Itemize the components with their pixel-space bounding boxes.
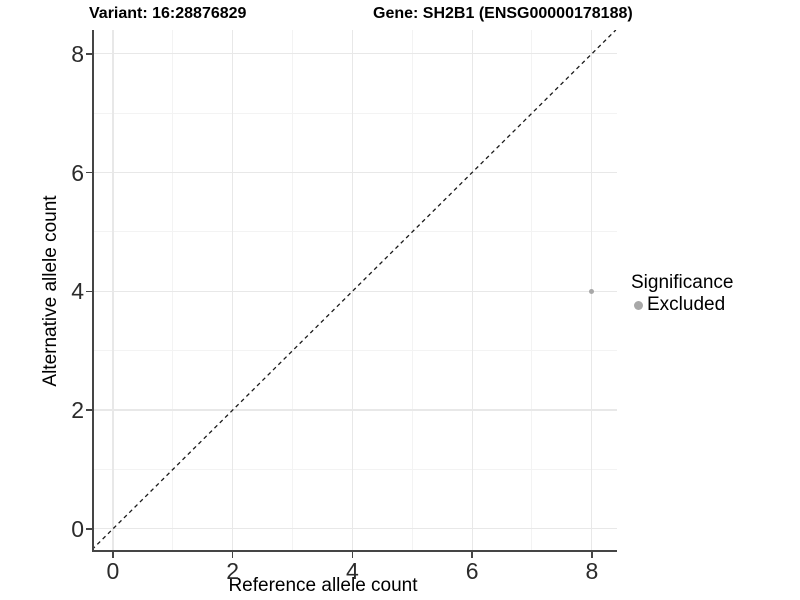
y-minor-gridline xyxy=(92,231,617,233)
y-tick-label: 6 xyxy=(71,159,84,186)
y-axis-tick xyxy=(86,409,92,411)
y-axis-tick xyxy=(86,53,92,55)
x-axis-tick xyxy=(231,552,234,558)
x-tick-label: 8 xyxy=(585,558,599,584)
y-tick-label: 2 xyxy=(71,397,84,424)
y-minor-gridline xyxy=(92,350,617,352)
legend-point-icon xyxy=(634,300,643,310)
y-minor-gridline xyxy=(92,468,617,470)
x-axis-title: Reference allele count xyxy=(228,575,418,596)
plot-title-gene: Gene: SH2B1 (ENSG00000178188) xyxy=(373,5,633,22)
y-major-gridline xyxy=(92,409,617,411)
legend-item-excluded: Excluded xyxy=(631,295,733,315)
x-tick-label: 2 xyxy=(226,558,240,584)
x-axis-tick xyxy=(471,552,473,558)
x-tick-label: 6 xyxy=(465,558,479,584)
legend-title: Significance xyxy=(631,272,734,293)
legend: Significance Excluded xyxy=(631,271,733,315)
y-tick-label: 0 xyxy=(71,515,84,542)
y-tick-label: 4 xyxy=(71,278,84,305)
y-tick-label: 8 xyxy=(71,40,84,67)
legend-item-label: Excluded xyxy=(647,294,726,315)
x-tick-label: 0 xyxy=(106,558,120,584)
x-axis-tick xyxy=(591,552,593,558)
y-axis-tick xyxy=(86,528,92,530)
plot-title-variant: Variant: 16:28876829 xyxy=(89,5,247,22)
identity-reference-line xyxy=(92,30,617,551)
x-axis-tick xyxy=(351,552,354,558)
y-axis-tick xyxy=(86,171,92,174)
x-axis-tick xyxy=(112,552,114,558)
x-tick-label: 4 xyxy=(345,558,359,584)
y-minor-gridline xyxy=(92,112,617,114)
y-major-gridline xyxy=(92,290,617,292)
y-major-gridline xyxy=(92,528,617,530)
y-axis-tick xyxy=(86,290,92,293)
y-major-gridline xyxy=(92,53,617,55)
data-point xyxy=(589,288,595,294)
y-major-gridline xyxy=(92,171,617,174)
